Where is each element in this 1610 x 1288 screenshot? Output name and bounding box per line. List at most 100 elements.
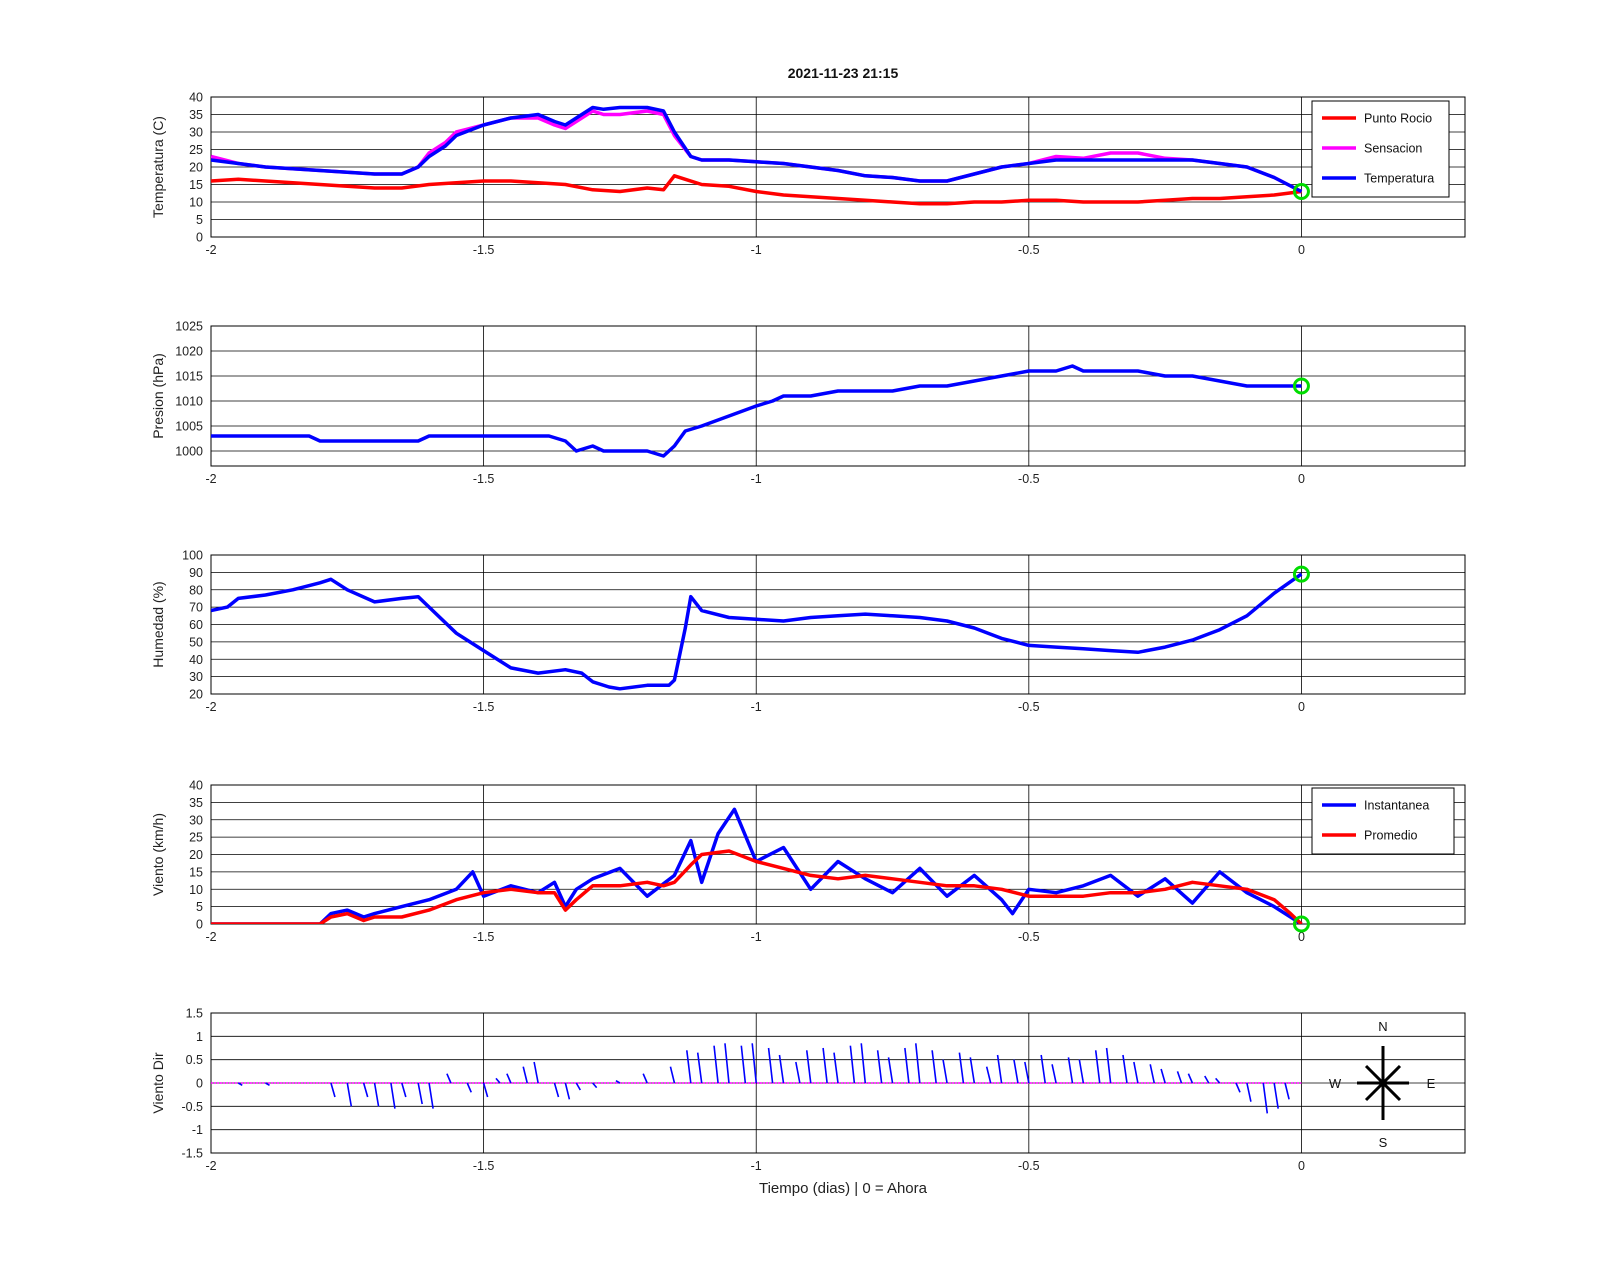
grid [211,555,1465,694]
x-tick-label: -0.5 [1018,700,1040,714]
wind-direction-stick [346,1082,353,1107]
y-tick-label: 50 [189,635,203,649]
wind-direction-stick [1204,1075,1210,1084]
wind-direction-stick [390,1082,396,1109]
figure-title: 2021-11-23 21:15 [788,65,899,81]
wind-direction-stick [795,1061,801,1084]
wind-direction-stick [713,1045,719,1084]
y-axis-label: Presion (hPa) [150,353,166,439]
wind-direction-stick [495,1077,501,1084]
y-tick-label: 25 [189,831,203,845]
wind-direction-stick [822,1047,828,1084]
x-tick-label: -2 [205,472,216,486]
x-tick-label: 0 [1298,472,1305,486]
data-layer [211,572,1303,691]
wind-direction-stick [958,1052,965,1084]
y-tick-label: 15 [189,865,203,879]
compass-label-w: W [1329,1076,1342,1091]
y-tick-label: 0 [196,1077,203,1091]
y-tick-label: 90 [189,566,203,580]
series-line-1 [211,364,1302,458]
x-tick-label: 0 [1298,1159,1305,1173]
y-tick-label: 10 [189,196,203,210]
wind-direction-stick [417,1082,423,1105]
x-axis-label: Tiempo (dias) | 0 = Ahora [759,1180,928,1197]
x-tick-label: -0.5 [1018,1159,1040,1173]
wind-direction-stick [533,1061,539,1084]
x-tick-label: -1 [751,930,762,944]
y-tick-label: 80 [189,583,203,597]
panel-1: 0 5 10 15 20 25 30 35 40 -2 -1.5 -1 -0.5 0 Temperatura… [150,91,1466,258]
y-tick-label: -1 [192,1123,203,1137]
wind-direction-stick [1024,1061,1030,1084]
wind-direction-stick [362,1082,369,1098]
y-tick-label: 1020 [175,345,203,359]
y-tick-label: 30 [189,126,203,140]
y-tick-label: 20 [189,688,203,702]
x-tick-label: -2 [205,930,216,944]
x-tick-label: -1.5 [473,700,495,714]
x-tick-label: -1 [751,243,762,257]
wind-direction-stick [592,1082,598,1089]
wind-direction-stick [914,1043,921,1084]
y-tick-label: 15 [189,178,203,192]
current-value-marker [1292,183,1310,200]
wind-direction-stick [237,1082,243,1087]
y-axis-label: Viento (km/h) [150,813,166,896]
legend-entry: Sensacion [1364,142,1422,156]
legend-box [1311,787,1455,855]
wind-direction-stick [446,1073,452,1084]
y-tick-label: -0.5 [181,1100,203,1114]
wind-direction-stick [1262,1082,1269,1114]
wind-direction-stick [860,1043,867,1084]
current-value-marker [1292,565,1310,583]
x-tick-label: -2 [205,243,216,257]
legend-entry: Punto Rocio [1364,112,1432,126]
wind-direction-stick [740,1045,747,1084]
panel-4: 0 5 10 15 20 25 30 35 40 -2 -1.5 -1 -0.5 0 Viento (km/… [150,779,1466,944]
wind-direction-stick [482,1082,489,1098]
wind-direction-stick [751,1043,758,1084]
wind-direction-stick [1013,1059,1019,1084]
tick-labels: 0 5 10 15 20 25 30 35 40 -2 -1.5 -1 -0.5 0 [189,91,1305,258]
y-tick-label: 30 [189,813,203,827]
wind-direction-stick [1187,1073,1194,1084]
y-tick-label: 1 [196,1030,203,1044]
wind-direction-stick [330,1082,336,1098]
wind-direction-stick [265,1082,270,1087]
grid [211,326,1465,466]
tick-labels: 20 30 40 50 60 70 80 90 100 -2 -1.5 -1 -0.5 0 [182,549,1305,715]
y-tick-label: 20 [189,161,203,175]
wind-direction-stick [805,1050,812,1084]
series-line-1 [211,174,1302,206]
current-value-marker [1292,915,1310,933]
wind-direction-stick [1176,1071,1183,1084]
wind-direction-stick [833,1052,839,1084]
compass-arm [1364,1064,1402,1102]
y-tick-label: 25 [189,143,203,157]
wind-direction-stick [969,1057,976,1084]
wind-direction-stick [1122,1054,1128,1084]
wind-direction-stick [564,1082,571,1100]
legend-entry: Temperatura [1364,172,1434,186]
y-tick-label: 0.5 [186,1053,203,1067]
wind-direction-stick [428,1082,434,1109]
series-line-1 [211,807,1303,924]
series-line-2 [211,849,1303,924]
x-tick-label: -1.5 [473,243,495,257]
y-tick-label: 30 [189,670,203,684]
wind-direction-stick [522,1066,529,1084]
legend-entry: Promedio [1364,829,1418,843]
compass-label-n: N [1378,1019,1387,1034]
wind-direction-stick [696,1052,703,1084]
current-value-marker [1292,377,1310,395]
wind-direction-stick [876,1050,883,1084]
y-tick-label: -1.5 [181,1147,203,1161]
y-tick-label: 1000 [175,445,203,459]
y-tick-label: 5 [196,900,203,914]
y-tick-label: 10 [189,883,203,897]
y-tick-label: 1.5 [186,1007,203,1021]
wind-direction-stick [1246,1082,1252,1102]
x-tick-label: -1.5 [473,472,495,486]
